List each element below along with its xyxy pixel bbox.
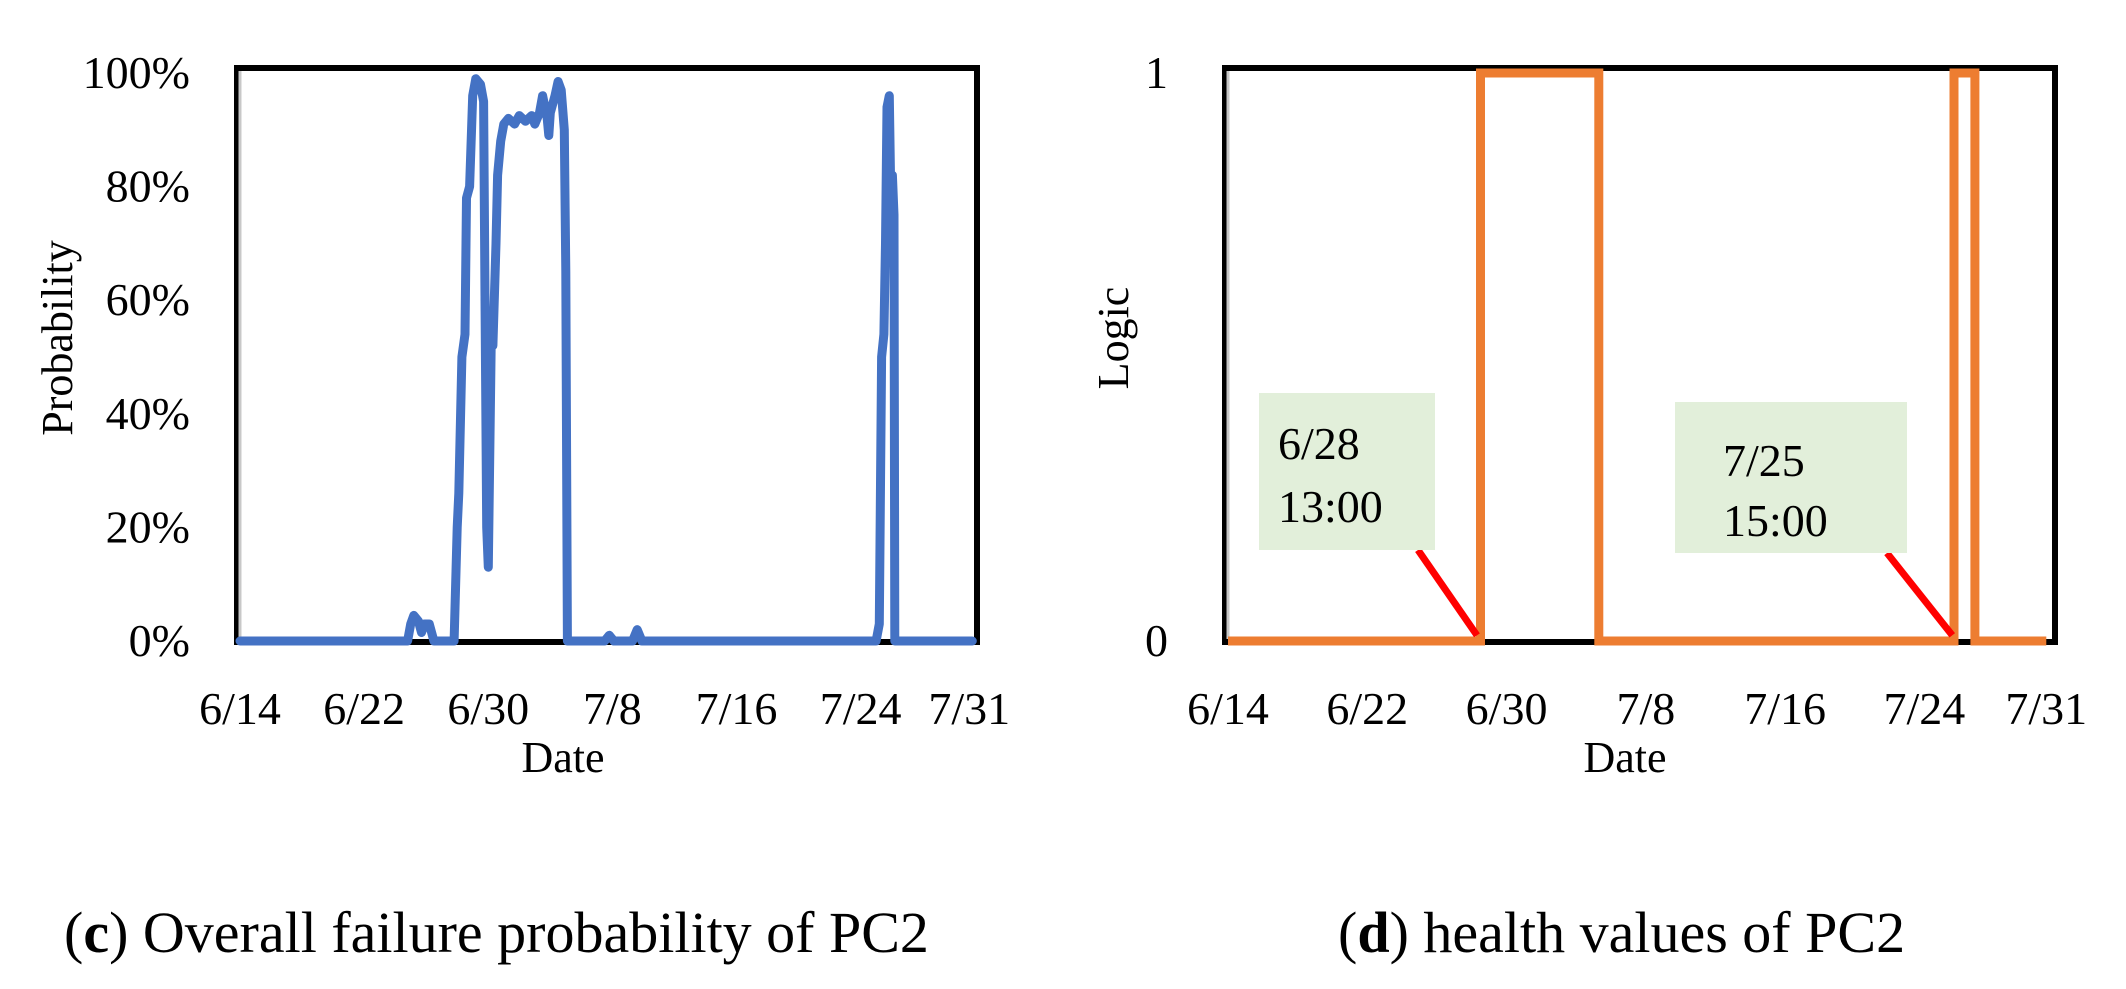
- chart-d-y-ticks: 01: [1145, 47, 1168, 666]
- chart-c-y-tick-label: 80%: [106, 161, 190, 212]
- chart-d-x-ticks: 6/14 6/22 6/30 7/8 7/16 7/24 7/31: [1187, 683, 2087, 734]
- chart-c-x-tick-label: 7/8: [583, 683, 642, 734]
- chart-c-y-tick-label: 0%: [129, 615, 190, 666]
- chart-d-y-tick-label: 1: [1145, 47, 1168, 98]
- chart-d-series-line: [1228, 68, 2047, 646]
- chart-c-failure-probability: 0% 20% 40% 60% 80% 100% 6/14 6/22 6/30 7/8 7/16 7/…: [33, 47, 1010, 965]
- chart-d-plot-frame: [1222, 65, 2058, 645]
- annotation-time: 13:00: [1278, 481, 1383, 532]
- chart-d-annotations: 6/28 13:00 7/25 15:00: [1259, 393, 1956, 638]
- chart-d-caption-text: health values of PC2: [1409, 900, 1905, 965]
- chart-c-x-ticks: 6/14 6/22 6/30 7/8 7/16 7/24 7/31: [199, 683, 1010, 734]
- chart-d-x-tick-label: 7/16: [1744, 683, 1826, 734]
- chart-c-y-ticks: 0% 20% 40% 60% 80% 100%: [83, 47, 190, 666]
- chart-d-x-tick-label: 7/8: [1616, 683, 1675, 734]
- chart-c-x-axis-title: Date: [521, 733, 604, 782]
- annotation-date: 7/25: [1723, 435, 1805, 486]
- chart-d-x-tick-label: 6/22: [1326, 683, 1408, 734]
- chart-c-caption-text: Overall failure probability of PC2: [128, 900, 929, 965]
- annotation-box: [1675, 402, 1907, 553]
- chart-c-x-tick-label: 6/22: [323, 683, 405, 734]
- chart-d-y-tick-label: 0: [1145, 615, 1168, 666]
- chart-c-x-tick-label: 7/31: [928, 683, 1010, 734]
- chart-d-x-tick-label: 6/30: [1466, 683, 1548, 734]
- chart-d-x-tick-label: 7/31: [2005, 683, 2087, 734]
- chart-c-x-tick-label: 7/16: [696, 683, 778, 734]
- chart-d-x-axis-title: Date: [1583, 733, 1666, 782]
- chart-d-caption-letter: d: [1357, 900, 1389, 965]
- chart-c-x-tick-label: 6/14: [199, 683, 281, 734]
- chart-c-caption-letter: c: [83, 900, 109, 965]
- chart-d-x-tick-label: 7/24: [1884, 683, 1966, 734]
- chart-c-y-tick-label: 100%: [83, 47, 190, 98]
- chart-d-y-axis-title: Logic: [1089, 287, 1138, 390]
- chart-d-health-values: 01 6/14 6/22 6/30 7/8 7/16 7/24 7/31 6/2813:00…: [1089, 47, 2087, 965]
- chart-c-y-tick-label: 20%: [106, 501, 190, 552]
- annotation-date: 6/28: [1278, 418, 1360, 469]
- annotation-box: [1259, 393, 1435, 550]
- annotation-time: 15:00: [1723, 495, 1828, 546]
- chart-c-series-line: [235, 74, 977, 646]
- chart-c-caption: (c) Overall failure probability of PC2: [64, 900, 929, 965]
- chart-d-x-tick-label: 6/14: [1187, 683, 1269, 734]
- chart-c-y-axis-title: Probability: [33, 240, 82, 436]
- chart-c-x-tick-label: 6/30: [447, 683, 529, 734]
- chart-c-x-tick-label: 7/24: [820, 683, 902, 734]
- chart-c-y-tick-label: 40%: [106, 388, 190, 439]
- annotation-pointer: [1884, 550, 1956, 638]
- chart-d-caption: (d) health values of PC2: [1338, 900, 1905, 965]
- chart-c-y-tick-label: 60%: [106, 274, 190, 325]
- annotation-pointer: [1415, 548, 1480, 638]
- chart-c-plot-frame: [234, 65, 980, 645]
